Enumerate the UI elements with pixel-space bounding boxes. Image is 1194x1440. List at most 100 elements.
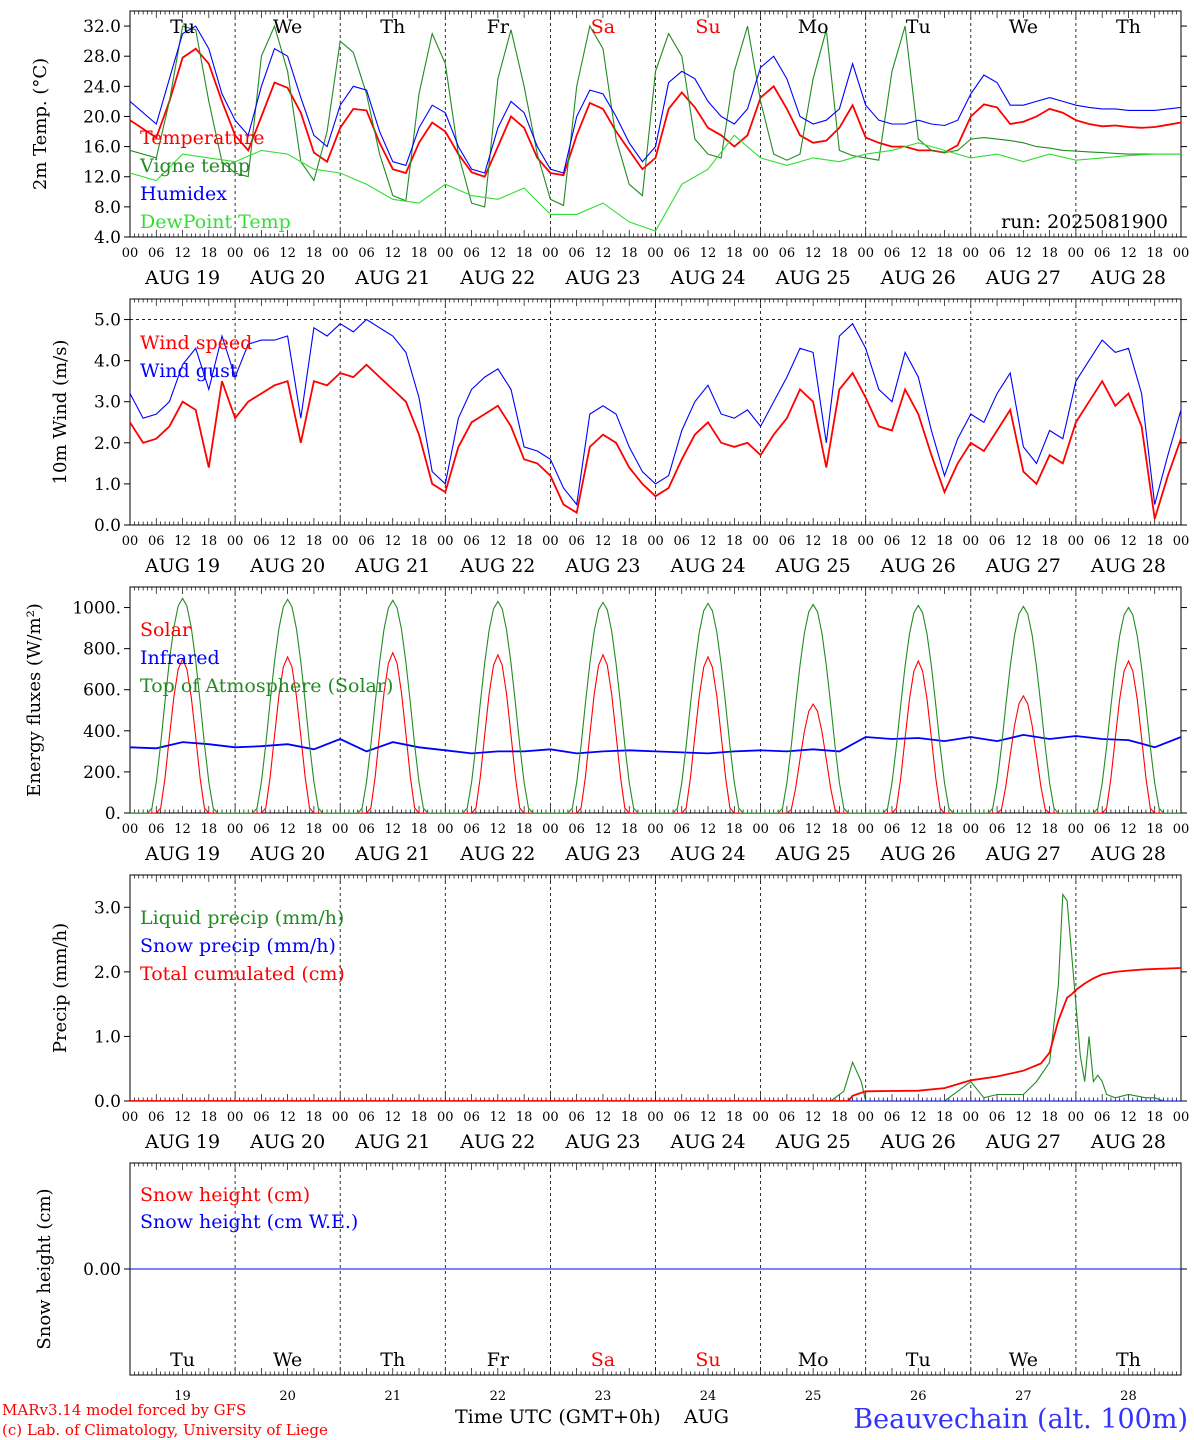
- hour-label: 00: [332, 1110, 349, 1125]
- hour-label: 18: [201, 246, 218, 261]
- hour-label: 12: [174, 1110, 191, 1125]
- y-tick-label: 200.: [83, 763, 121, 783]
- series-line-humidex: [130, 25, 1181, 174]
- date-label: AUG 22: [459, 1131, 535, 1153]
- hour-label: 06: [989, 246, 1006, 261]
- hour-label: 00: [1068, 822, 1085, 837]
- date-label: AUG 26: [880, 843, 956, 865]
- day-name: Su: [695, 16, 720, 38]
- hour-label: 12: [595, 822, 612, 837]
- legend-entry: Vigne temp: [139, 155, 250, 177]
- date-label: AUG 24: [669, 1131, 745, 1153]
- hour-label: 18: [411, 1110, 428, 1125]
- series-line-temperature: [130, 47, 1181, 178]
- day-number: 27: [1015, 1389, 1032, 1404]
- hour-label: 18: [306, 1110, 323, 1125]
- y-tick-label: 3.0: [94, 393, 121, 413]
- hour-label: 12: [595, 534, 612, 549]
- hour-label: 06: [568, 246, 585, 261]
- hour-label: 18: [621, 1110, 638, 1125]
- legend-entry: Snow height (cm): [140, 1184, 310, 1206]
- series-layer: [130, 892, 1181, 1101]
- y-tick-label: 16.0: [83, 138, 121, 158]
- hour-label: 18: [1041, 534, 1058, 549]
- day-name: We: [1009, 16, 1038, 38]
- hour-label: 06: [989, 822, 1006, 837]
- panel-2: 0.0 1.0 2.0 3.0 4.0 5.0 10m Wind (m/s) Wind spe…: [50, 298, 1189, 577]
- hour-label: 12: [279, 1110, 296, 1125]
- date-label: AUG 28: [1090, 843, 1166, 865]
- hour-label: 12: [490, 1110, 507, 1125]
- series-line-solar: [130, 651, 1181, 813]
- hour-label: 06: [148, 246, 165, 261]
- hour-label: 06: [674, 1110, 691, 1125]
- day-number: 19: [174, 1389, 191, 1404]
- hour-label: 00: [647, 1110, 664, 1125]
- hour-label: 06: [148, 534, 165, 549]
- credit-line-2: (c) Lab. of Climatology, University of L…: [2, 1421, 328, 1439]
- hour-label: 12: [279, 246, 296, 261]
- day-name: Fr: [487, 1349, 510, 1371]
- series-line-liquid-precip-mm-h-: [130, 892, 1181, 1101]
- y-axis-label: Snow height (cm): [34, 1188, 55, 1349]
- panel-5: 0.00 Snow height (cm) Snow height (cm) Snow…: [34, 1162, 1187, 1404]
- day-number: 28: [1120, 1389, 1137, 1404]
- hour-label: 18: [306, 534, 323, 549]
- day-number: 25: [805, 1389, 822, 1404]
- series-line-top-of-atmosphere-solar-: [130, 597, 1181, 813]
- hour-label: 18: [831, 246, 848, 261]
- hour-label: 06: [358, 534, 375, 549]
- hour-label: 00: [122, 822, 139, 837]
- hour-label: 12: [700, 1110, 717, 1125]
- day-name: Tu: [906, 1349, 931, 1371]
- series-layer: [130, 597, 1181, 813]
- hour-label: 00: [963, 822, 980, 837]
- hour-label: 06: [463, 534, 480, 549]
- date-label: AUG 20: [249, 267, 325, 289]
- hour-label: 06: [463, 822, 480, 837]
- hour-label: 06: [989, 534, 1006, 549]
- date-label: AUG 26: [880, 555, 956, 577]
- y-axis-label: Precip (mm/h): [50, 923, 71, 1053]
- hour-label: 06: [1094, 246, 1111, 261]
- hour-label: 18: [516, 534, 533, 549]
- hour-label: 00: [857, 246, 874, 261]
- hour-label: 18: [1146, 534, 1163, 549]
- date-label: AUG 21: [354, 555, 430, 577]
- hour-label: 06: [779, 534, 796, 549]
- hour-label: 18: [201, 822, 218, 837]
- hour-label: 12: [384, 534, 401, 549]
- hour-label: 18: [936, 822, 953, 837]
- hour-label: 00: [542, 822, 559, 837]
- date-label: AUG 19: [144, 1131, 220, 1153]
- day-name: Sa: [591, 1349, 615, 1371]
- day-name: Tu: [170, 1349, 195, 1371]
- hour-label: 06: [358, 1110, 375, 1125]
- hour-label: 06: [358, 822, 375, 837]
- hour-label: 18: [621, 822, 638, 837]
- hour-label: 12: [910, 822, 927, 837]
- hour-label: 00: [122, 534, 139, 549]
- date-label: AUG 21: [354, 267, 430, 289]
- hour-label: 00: [332, 534, 349, 549]
- hour-label: 00: [332, 822, 349, 837]
- hour-label: 18: [936, 534, 953, 549]
- hour-label: 18: [201, 1110, 218, 1125]
- hour-label: 00: [1173, 822, 1190, 837]
- hour-label: 18: [726, 246, 743, 261]
- hour-label: 00: [437, 1110, 454, 1125]
- legend-entry: DewPoint Temp: [140, 211, 291, 233]
- hour-label: 06: [253, 1110, 270, 1125]
- hour-label: 12: [910, 534, 927, 549]
- hour-label: 06: [884, 246, 901, 261]
- date-label: AUG 26: [880, 267, 956, 289]
- date-label: AUG 23: [564, 843, 640, 865]
- day-name: Th: [1116, 1349, 1141, 1371]
- hour-label: 06: [884, 1110, 901, 1125]
- hour-label: 18: [726, 534, 743, 549]
- hour-label: 06: [674, 822, 691, 837]
- hour-label: 06: [148, 1110, 165, 1125]
- date-label: AUG 25: [775, 267, 851, 289]
- hour-label: 12: [595, 1110, 612, 1125]
